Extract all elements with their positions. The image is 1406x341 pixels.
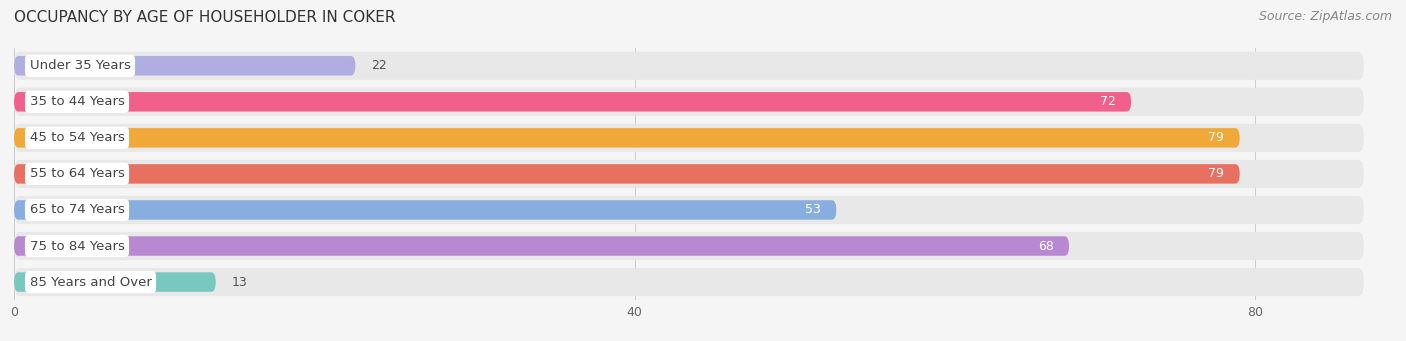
Text: 85 Years and Over: 85 Years and Over [30,276,152,288]
FancyBboxPatch shape [14,196,1364,224]
Text: 53: 53 [806,204,821,217]
FancyBboxPatch shape [14,200,837,220]
FancyBboxPatch shape [14,236,1069,256]
FancyBboxPatch shape [14,124,1364,152]
Text: 22: 22 [371,59,387,72]
FancyBboxPatch shape [14,52,1364,80]
FancyBboxPatch shape [14,272,215,292]
Text: 79: 79 [1208,167,1225,180]
Text: 79: 79 [1208,131,1225,144]
FancyBboxPatch shape [14,232,1364,260]
Text: Under 35 Years: Under 35 Years [30,59,131,72]
Text: 65 to 74 Years: 65 to 74 Years [30,204,125,217]
Text: 68: 68 [1038,239,1053,252]
Text: 75 to 84 Years: 75 to 84 Years [30,239,125,252]
Text: Source: ZipAtlas.com: Source: ZipAtlas.com [1258,10,1392,23]
Text: 45 to 54 Years: 45 to 54 Years [30,131,125,144]
Text: 55 to 64 Years: 55 to 64 Years [30,167,125,180]
FancyBboxPatch shape [14,160,1364,188]
FancyBboxPatch shape [14,92,1130,112]
FancyBboxPatch shape [14,56,356,75]
Text: 13: 13 [231,276,247,288]
FancyBboxPatch shape [14,88,1364,116]
FancyBboxPatch shape [14,128,1240,148]
Text: 72: 72 [1099,95,1115,108]
Text: OCCUPANCY BY AGE OF HOUSEHOLDER IN COKER: OCCUPANCY BY AGE OF HOUSEHOLDER IN COKER [14,10,395,25]
FancyBboxPatch shape [14,268,1364,296]
Text: 35 to 44 Years: 35 to 44 Years [30,95,125,108]
FancyBboxPatch shape [14,164,1240,184]
